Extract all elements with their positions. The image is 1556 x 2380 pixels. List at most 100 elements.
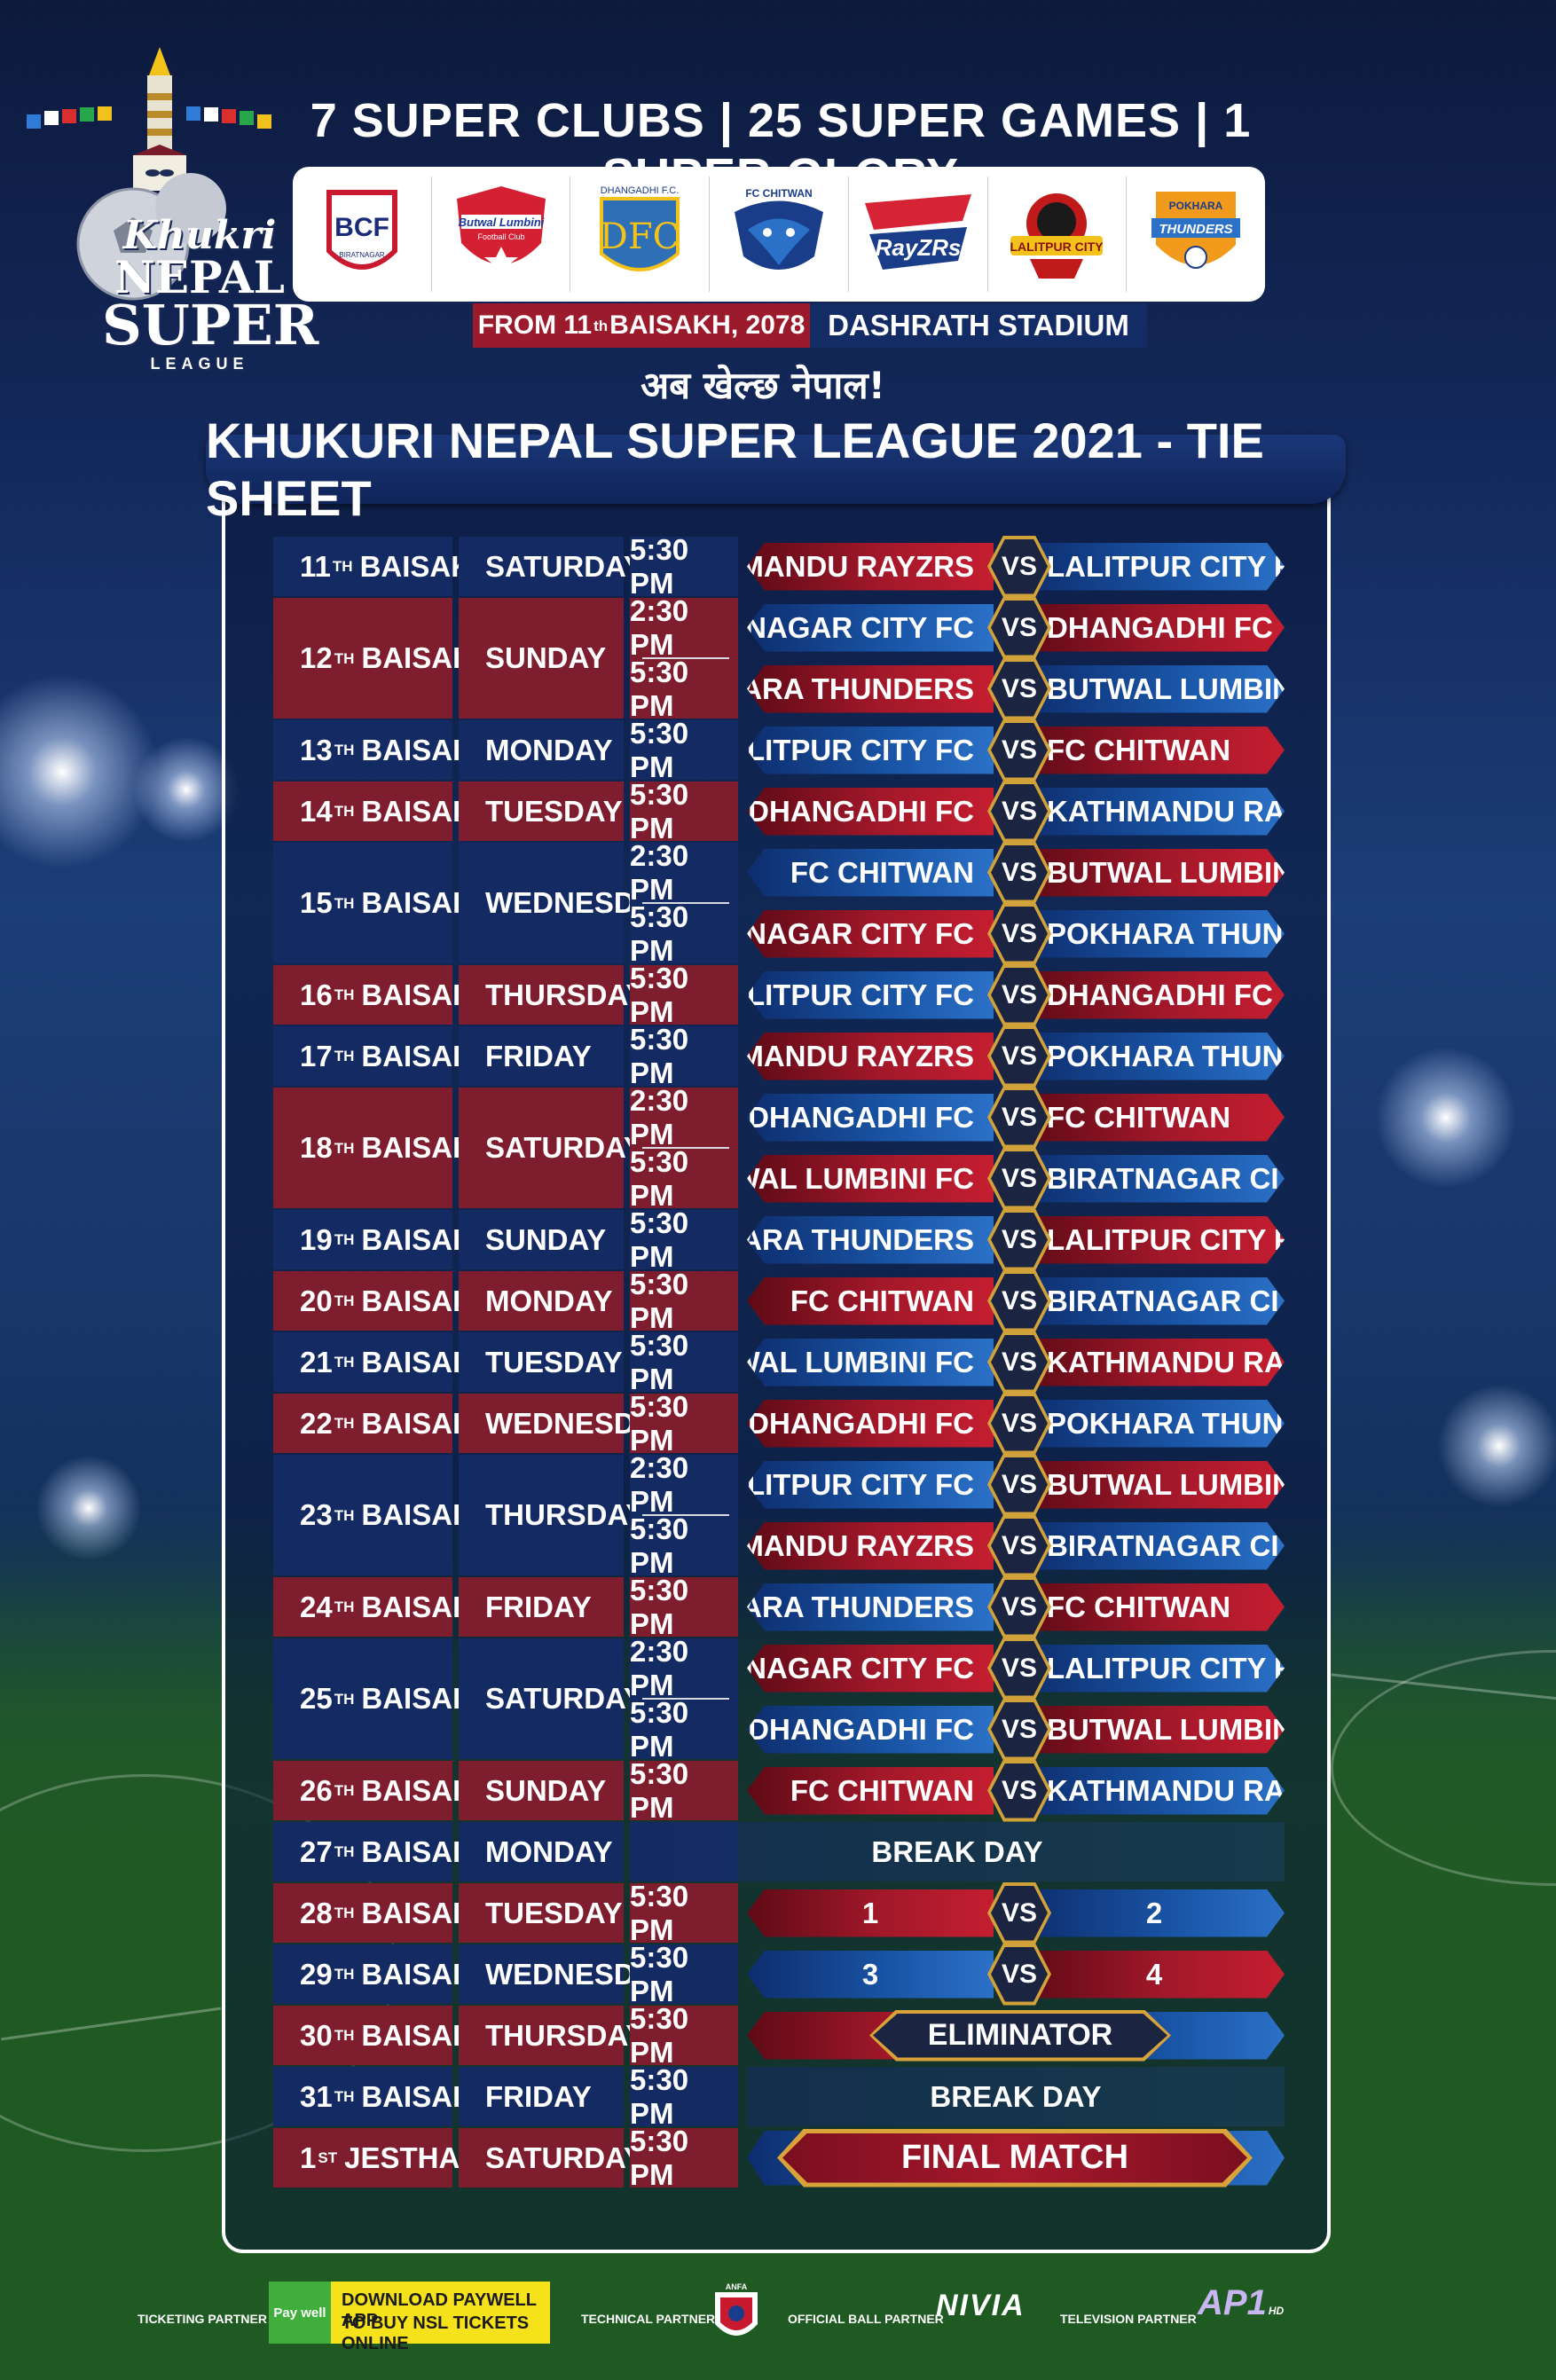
match-day: FRIDAY (459, 1577, 624, 1637)
match-day: FRIDAY (459, 2067, 624, 2126)
nivia-logo: NIVIA (936, 2289, 1026, 2322)
stupa-ball-icon (76, 47, 226, 301)
away-team: DHANGADHI FC (1024, 604, 1285, 652)
match-day: TUESDAY (459, 1883, 624, 1943)
time-cell (630, 1210, 738, 1269)
kickoff-time: 5:30 PM (630, 1022, 689, 1089)
time-cell (630, 1332, 738, 1392)
match-date: 11 TH BAISAKH (273, 537, 493, 596)
match-date: 17 TH BAISAKH (273, 1026, 495, 1086)
kickoff-time: 5:30 PM (630, 961, 689, 1028)
match-day: TUESDAY (459, 782, 624, 841)
away-team: DHANGADHI FC (1024, 971, 1285, 1019)
match-date: 18 TH BAISAKH (273, 1088, 495, 1208)
match-date: 15 TH BAISAKH (273, 843, 495, 963)
away-team: POKHARA THUNDERS (1024, 910, 1285, 958)
kickoff-time: 2:30 PM (630, 838, 689, 906)
time-cell (630, 965, 738, 1025)
away-team: LALITPUR CITY FC (1024, 543, 1285, 591)
time-cell (630, 537, 738, 596)
logo-nepal: NEPAL (114, 251, 285, 303)
match-date: 29 TH BAISAKH (273, 1944, 495, 2004)
time-cell (630, 720, 738, 780)
home-team: BIRATNAGAR CITY FC (747, 909, 994, 958)
match-day: MONDAY (459, 720, 624, 780)
time-cell (630, 1883, 738, 1943)
final-match-label: FINAL MATCH (782, 2133, 1247, 2183)
club-logo-pokhara: POKHARA THUNDERS (1127, 177, 1265, 292)
tagline: 7 SUPER CLUBS | 25 SUPER GAMES | 1 SUPER… (310, 94, 1252, 202)
kickoff-time: 5:30 PM (630, 1756, 689, 1824)
time-cell (630, 2128, 738, 2188)
svg-text:DHANGADHI F.C.: DHANGADHI F.C. (601, 185, 680, 196)
kickoff-time: 5:30 PM (630, 1695, 689, 1763)
match-date: 23 TH BAISAKH (273, 1455, 495, 1575)
away-team: BUTWAL LUMBINI FC (1024, 1706, 1285, 1754)
match-date: 16 TH BAISAKH (273, 965, 495, 1025)
away-team: KATHMANDU RAYZRS (1024, 788, 1285, 836)
club-logo-butwal: Butwal Lumbini Football Club (432, 177, 571, 292)
match-date: 28 TH BAISAKH (273, 1883, 495, 1943)
home-team: KATHMANDU RAYZRS (747, 1521, 994, 1570)
kickoff-time: 2:30 PM (630, 1083, 689, 1151)
match-day: SATURDAY (459, 2128, 643, 2188)
kickoff-time: 5:30 PM (630, 777, 689, 844)
home-team: KATHMANDU RAYZRS (747, 542, 994, 591)
home-team: BIRATNAGAR CITY FC (747, 603, 994, 652)
match-date: 1 ST JESTHA (273, 2128, 460, 2188)
logo-khukri: Khukri (122, 213, 277, 258)
away-team: BIRATNAGAR CITY FC (1024, 1522, 1285, 1570)
home-team: LALITPUR CITY FC (747, 1460, 994, 1509)
kickoff-time: 5:30 PM (630, 1879, 689, 1946)
away-team: POKHARA THUNDERS (1024, 1033, 1285, 1080)
match-day: SATURDAY (459, 537, 643, 596)
home-team: KATHMANDU RAYZRS (747, 1032, 994, 1080)
svg-text:Football Club: Football Club (477, 232, 524, 241)
svg-text:POKHARA: POKHARA (1169, 200, 1223, 212)
clubs-strip: BCF BIRATNAGAR Butwal Lumbini Football C… (293, 167, 1265, 302)
home-team: POKHARA THUNDERS (747, 664, 994, 713)
kickoff-time: 5:30 PM (630, 1389, 689, 1457)
home-team: LALITPUR CITY FC (747, 726, 994, 774)
match-day: SUNDAY (459, 1761, 624, 1820)
away-team: 2 (1024, 1889, 1285, 1937)
away-team: FC CHITWAN (1024, 1583, 1285, 1631)
slogan: अब खेल्छ नेपाल! (640, 364, 885, 407)
match-day: SUNDAY (459, 598, 624, 719)
kickoff-time: 5:30 PM (630, 1144, 689, 1212)
away-team: FC CHITWAN (1024, 727, 1285, 774)
home-team: FC CHITWAN (747, 1276, 994, 1325)
away-team: KATHMANDU RAYZRS (1024, 1339, 1285, 1386)
match-date: 30 TH BAISAKH (273, 2006, 495, 2065)
away-team: FC CHITWAN (1024, 1094, 1285, 1142)
match-day: WEDNESDAY (459, 1944, 673, 2004)
time-cell (630, 1577, 738, 1637)
break-day-bg (747, 2067, 1285, 2126)
club-logo-biratnagar: BCF BIRATNAGAR (293, 177, 432, 292)
league-logo: Khukri NEPAL SUPER LEAGUE (18, 40, 318, 404)
home-team: BUTWAL LUMBINI FC (747, 1154, 994, 1203)
match-day: FRIDAY (459, 1026, 624, 1086)
home-team: DHANGADHI FC (747, 1705, 994, 1754)
svg-text:BIRATNAGAR: BIRATNAGAR (339, 251, 385, 259)
match-day: THURSDAY (459, 2006, 645, 2065)
svg-text:ANFA: ANFA (726, 2282, 748, 2291)
kickoff-time: 2:30 PM (630, 593, 689, 661)
home-team: DHANGADHI FC (747, 787, 994, 836)
away-team: BUTWAL LUMBINI FC (1024, 1461, 1285, 1509)
match-day: WEDNESDAY (459, 1394, 673, 1453)
paywell-cta-2: TO BUY NSL TICKETS ONLINE (342, 2313, 530, 2353)
match-day: THURSDAY (459, 1455, 645, 1575)
anfa-logo: ANFA (710, 2280, 763, 2347)
kickoff-time: 2:30 PM (630, 1634, 689, 1701)
home-team: FC CHITWAN (747, 1766, 994, 1815)
ticketing-partner-label: TICKETING PARTNER (138, 2312, 267, 2326)
club-badge-text: BCF (334, 213, 389, 242)
paywell-banner[interactable]: Pay well DOWNLOAD PAYWELL APP TO BUY NSL… (269, 2282, 550, 2353)
match-date: 12 TH BAISAKH (273, 598, 495, 719)
home-team: BUTWAL LUMBINI FC (747, 1338, 994, 1386)
match-date: 27 TH BAISAKH (273, 1822, 495, 1881)
kickoff-time: 5:30 PM (630, 2124, 689, 2191)
